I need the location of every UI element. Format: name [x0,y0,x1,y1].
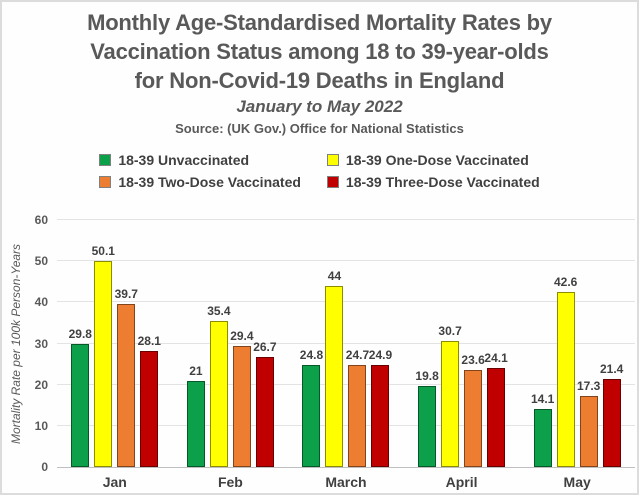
bar: 28.1 [138,334,161,467]
chart-title-line-3: for Non-Covid-19 Deaths in England [134,68,505,93]
bar: 26.7 [253,340,277,467]
bar-value-label: 39.7 [114,286,138,301]
bar: 29.8 [69,327,92,467]
bar: 35.4 [207,304,231,467]
bar-value-label: 24.7 [345,348,370,363]
bar-group-feb: 21 35.4 29.4 26.7 [173,220,289,467]
bar-group-april: 19.8 30.7 23.6 24.1 [404,220,520,467]
bar-group-march: 24.8 44 24.7 24.9 [288,220,404,467]
bar-value-label: 35.4 [207,304,231,319]
bar-value-label: 30.7 [438,323,462,338]
bar: 50.1 [92,244,115,467]
y-tick-label: 60 [34,213,48,227]
category-label: Jan [102,474,127,490]
legend: 18-39 Unvaccinated 18-39 One-Dose Vaccin… [2,152,637,190]
gridline [57,301,635,303]
chart-subtitle: January to May 2022 [236,97,403,116]
bar-value-label: 17.3 [576,378,601,393]
bar-value-label: 21 [189,363,203,378]
bar-value-label: 28.1 [137,334,161,349]
bar-group-jan: 29.8 50.1 39.7 28.1 [57,220,173,467]
bar: 29.4 [230,329,254,467]
y-tick-label: 0 [41,460,48,474]
chart-area: Mortality Rate per 100k Person-Years 0 10… [2,213,637,493]
bar: 30.7 [438,324,462,467]
chart-title-line-2: Vaccination Status among 18 to 39-year-o… [90,39,549,64]
bar-value-label: 24.8 [299,347,324,362]
gridline [57,219,635,220]
legend-label: 18-39 One-Dose Vaccinated [345,152,529,168]
legend-item-unvaccinated: 18-39 Unvaccinated [99,152,301,168]
bar-value-label: 23.6 [461,352,485,367]
bar-value-label: 50.1 [91,243,115,258]
bar-value-label: 19.8 [415,368,439,383]
bar: 21 [186,364,205,467]
bar: 24.7 [346,348,369,467]
gridline [57,260,635,262]
bar-value-label: 44 [327,268,342,283]
legend-swatch [99,154,112,166]
bar: 24.9 [369,348,392,467]
legend-swatch [326,154,339,166]
bar-value-label: 14.1 [530,391,555,406]
legend-swatch [326,176,339,188]
bar: 39.7 [115,287,138,467]
y-tick-label: 30 [34,336,48,351]
y-tick-label: 20 [34,377,48,392]
y-tick-label: 50 [34,254,48,269]
bar-group-may: 14.1 42.6 17.3 21.4 [519,220,635,467]
bar-value-label: 29.8 [68,327,92,342]
legend-label: 18-39 Two-Dose Vaccinated [118,174,301,190]
bar-value-label: 24.1 [484,350,508,365]
bar: 24.1 [484,351,508,467]
legend-swatch [99,176,112,188]
category-label: May [563,474,591,490]
bars-container: 29.8 50.1 39.7 28.1 21 35.4 29.4 26.7 24.8 44 24.7… [57,220,635,467]
bar-value-label: 24.9 [368,347,393,362]
y-tick-label: 40 [34,295,48,310]
bar: 17.3 [577,379,600,467]
bar-value-label: 29.4 [230,328,254,343]
legend-item-two-dose: 18-39 Two-Dose Vaccinated [99,174,301,190]
bar: 44 [325,269,344,467]
y-axis-title: Mortality Rate per 100k Person-Years [9,243,23,445]
category-label: April [445,474,478,490]
title-block: Monthly Age-Standardised Mortality Rates… [2,8,637,138]
legend-item-one-dose: 18-39 One-Dose Vaccinated [326,152,540,168]
bar: 24.8 [300,348,323,467]
legend-label: 18-39 Unvaccinated [118,152,250,168]
bar-value-label: 21.4 [599,361,624,376]
chart-source: Source: (UK Gov.) Office for National St… [175,121,464,136]
bar: 21.4 [600,362,623,467]
plot-area: 0 10 20 30 40 50 60 29.8 50.1 39.7 28.1 21 35.4 29.4 2… [35,213,635,474]
x-axis-category-row: Jan Feb March April May [57,474,635,490]
bar-value-label: 26.7 [253,340,277,355]
bar-value-label: 42.6 [553,274,578,289]
legend-item-three-dose: 18-39 Three-Dose Vaccinated [326,174,540,190]
chart-title-line-1: Monthly Age-Standardised Mortality Rates… [87,10,552,35]
category-label: March [325,474,367,490]
legend-label: 18-39 Three-Dose Vaccinated [345,174,540,190]
gridline [57,383,635,385]
gridline [57,424,635,426]
y-tick-label: 10 [34,418,48,433]
gridline [57,342,635,344]
bar: 19.8 [415,369,439,467]
bar: 14.1 [531,392,554,467]
bar: 42.6 [554,275,577,467]
category-label: Feb [217,474,243,490]
bar: 23.6 [461,353,485,467]
